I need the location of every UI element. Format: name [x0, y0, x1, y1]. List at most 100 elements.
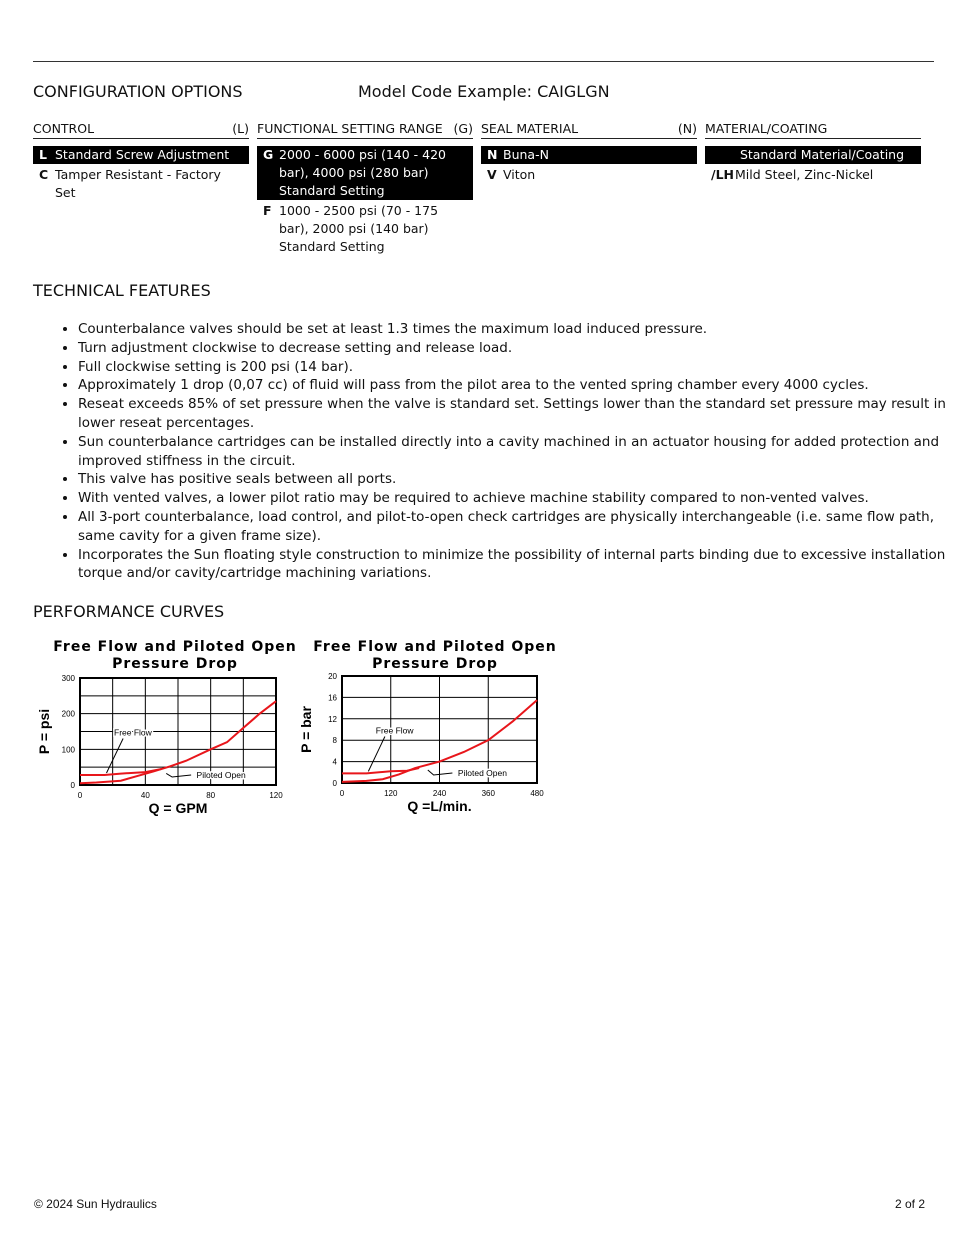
- column-header: MATERIAL/COATING: [705, 121, 921, 139]
- x-tick-label: 0: [340, 789, 345, 798]
- option-code: G: [263, 147, 274, 162]
- annotation-arrow: [367, 736, 386, 772]
- option-label: Standard Material/Coating: [739, 147, 905, 162]
- config-option[interactable]: C Tamper Resistant - Factory Set: [33, 166, 249, 202]
- option-code: N: [487, 147, 498, 162]
- technical-features-list: Counterbalance valves should be set at l…: [60, 320, 958, 583]
- chart-title-line2: Pressure Drop: [372, 656, 498, 672]
- config-option[interactable]: /LH Mild Steel, Zinc-Nickel: [705, 166, 921, 184]
- annotation-free-flow: Free Flow: [114, 728, 153, 738]
- feature-item: This valve has positive seals between al…: [78, 470, 958, 489]
- annotation-free-flow: Free Flow: [376, 726, 415, 736]
- option-label: Mild Steel, Zinc-Nickel: [735, 167, 874, 182]
- config-option[interactable]: G 2000 - 6000 psi (140 - 420 bar), 4000 p…: [257, 146, 473, 200]
- series-free-flow: [80, 767, 162, 777]
- y-tick-label: 12: [328, 715, 337, 724]
- config-option[interactable]: N Buna-N: [481, 146, 697, 164]
- page-number: 2 of 2: [894, 1197, 925, 1211]
- chart-title-line2: Pressure Drop: [112, 656, 238, 672]
- y-tick-label: 20: [328, 672, 337, 681]
- column-title: CONTROL: [33, 121, 95, 136]
- column-header: FUNCTIONAL SETTING RANGE (G): [257, 121, 473, 139]
- config-option[interactable]: V Viton: [481, 166, 697, 184]
- feature-item: Sun counterbalance cartridges can be ins…: [78, 433, 958, 471]
- feature-item: Counterbalance valves should be set at l…: [78, 320, 958, 339]
- feature-item: Full clockwise setting is 200 psi (14 ba…: [78, 358, 958, 377]
- config-column-3: SEAL MATERIAL (N) N Buna-N V Viton: [481, 121, 697, 184]
- feature-item: Approximately 1 drop (0,07 cc) of fluid …: [78, 376, 958, 395]
- annotation-arrow: [427, 769, 453, 776]
- y-tick-label: 8: [333, 736, 338, 745]
- top-divider: [33, 61, 934, 62]
- feature-item: Turn adjustment clockwise to decrease se…: [78, 339, 958, 358]
- chart-title-line1: Free Flow and Piloted Open: [53, 639, 296, 655]
- series-piloted-open: [79, 700, 277, 785]
- option-code: F: [263, 203, 272, 218]
- technical-features-title: TECHNICAL FEATURES: [33, 281, 211, 300]
- config-option[interactable]: L Standard Screw Adjustment: [33, 146, 249, 164]
- feature-item: Incorporates the Sun floating style cons…: [78, 546, 958, 584]
- x-tick-label: 40: [141, 791, 150, 800]
- annotation-arrow: [165, 773, 192, 778]
- option-label: Tamper Resistant - Factory Set: [55, 167, 221, 200]
- copyright: © 2024 Sun Hydraulics: [34, 1197, 157, 1211]
- feature-item: With vented valves, a lower pilot ratio …: [78, 489, 958, 508]
- plot-frame: [79, 677, 277, 786]
- x-tick-label: 240: [433, 789, 447, 798]
- x-tick-label: 360: [482, 789, 496, 798]
- option-code: L: [39, 147, 47, 162]
- column-title: MATERIAL/COATING: [705, 121, 828, 136]
- column-code: (L): [232, 121, 249, 136]
- x-axis-label: Q = GPM: [149, 800, 208, 816]
- config-column-4: MATERIAL/COATING Standard Material/Coatin…: [705, 121, 921, 184]
- annotation-arrow: [106, 738, 124, 774]
- config-option[interactable]: Standard Material/Coating: [705, 146, 921, 164]
- column-code: (N): [677, 121, 697, 136]
- option-code: V: [487, 167, 497, 182]
- y-tick-label: 300: [62, 674, 76, 683]
- option-label: 1000 - 2500 psi (70 - 175 bar), 2000 psi…: [279, 203, 439, 254]
- y-axis-label: P = psi: [36, 709, 52, 754]
- column-code: (G): [453, 121, 473, 136]
- x-tick-label: 0: [78, 791, 83, 800]
- annotation-piloted-open: Piloted Open: [458, 768, 507, 778]
- option-code: [711, 146, 727, 164]
- column-header: SEAL MATERIAL (N): [481, 121, 697, 139]
- y-tick-label: 0: [333, 779, 338, 788]
- config-column-2: FUNCTIONAL SETTING RANGE (G) G 2000 - 6000 …: [257, 121, 473, 256]
- y-tick-label: 0: [71, 781, 76, 790]
- performance-curves-title: PERFORMANCE CURVES: [33, 602, 225, 621]
- y-tick-label: 16: [328, 693, 337, 702]
- config-column-1: CONTROL (L) L Standard Screw Adjustment C Tam…: [33, 121, 249, 202]
- y-axis-label: P = bar: [300, 706, 314, 753]
- column-title: FUNCTIONAL SETTING RANGE: [257, 121, 443, 136]
- option-label: 2000 - 6000 psi (140 - 420 bar), 4000 ps…: [279, 147, 446, 198]
- x-tick-label: 120: [269, 791, 283, 800]
- y-tick-label: 200: [62, 710, 76, 719]
- series-piloted-open: [341, 699, 538, 783]
- option-label: Viton: [503, 167, 536, 182]
- config-title: CONFIGURATION OPTIONS: [33, 82, 243, 101]
- chart-title-line1: Free Flow and Piloted Open: [313, 639, 556, 655]
- option-label: Standard Screw Adjustment: [55, 147, 230, 162]
- plot-frame: [341, 675, 538, 784]
- column-header: CONTROL (L): [33, 121, 249, 139]
- y-tick-label: 4: [333, 758, 338, 767]
- column-title: SEAL MATERIAL: [481, 121, 579, 136]
- feature-item: All 3-port counterbalance, load control,…: [78, 508, 958, 546]
- x-axis-label: Q =L/min.: [407, 798, 471, 814]
- model-code-example: Model Code Example: CAIGLGN: [358, 82, 610, 101]
- option-code: /LH: [711, 167, 734, 182]
- option-label: Buna-N: [503, 147, 549, 162]
- x-tick-label: 120: [384, 789, 398, 798]
- config-option[interactable]: F 1000 - 2500 psi (70 - 175 bar), 2000 ps…: [257, 202, 473, 256]
- feature-item: Reseat exceeds 85% of set pressure when …: [78, 395, 958, 433]
- x-tick-label: 80: [206, 791, 215, 800]
- x-tick-label: 480: [530, 789, 544, 798]
- option-code: C: [39, 167, 49, 182]
- annotation-piloted-open: Piloted Open: [197, 770, 246, 780]
- y-tick-label: 100: [62, 745, 76, 754]
